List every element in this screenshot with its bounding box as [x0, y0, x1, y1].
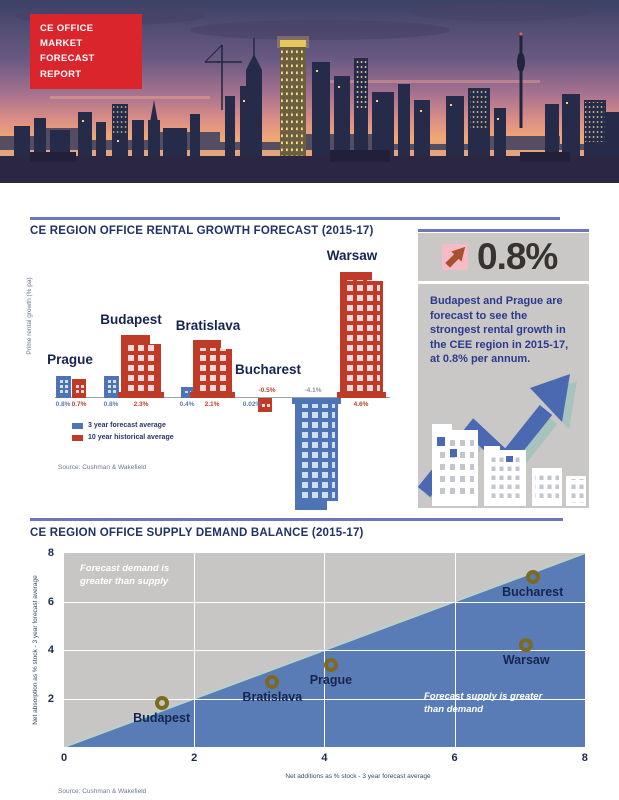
gridline-y-4	[64, 650, 585, 651]
gridline-x-6	[455, 553, 456, 747]
x-tick-0: 0	[60, 752, 68, 764]
roof-notch	[150, 335, 161, 344]
point-label-bucharest: Bucharest	[502, 585, 564, 600]
banner-line2: FORECAST REPORT	[40, 53, 95, 80]
legend-forecast: 3 year forecast average	[72, 422, 174, 429]
building-bucharest-historical	[258, 398, 272, 412]
point-label-warsaw: Warsaw	[502, 653, 550, 668]
building-base	[337, 392, 386, 398]
marker-warsaw	[519, 638, 534, 653]
bar-label-warsaw: Warsaw	[326, 248, 378, 263]
rental-chart-source: Source: Cushman & Wakefield	[58, 464, 147, 471]
y-tick-4: 4	[47, 644, 54, 656]
banner-line1: CE OFFICE MARKET	[40, 23, 94, 50]
section2-divider	[30, 518, 563, 521]
building-bratislava-historical	[190, 340, 235, 398]
x-tick-2: 2	[191, 752, 198, 764]
stat-row: 0.8%	[418, 233, 589, 284]
buildings-icon	[432, 424, 586, 506]
legend-swatch-historical	[72, 434, 83, 441]
headline-stat: 0.8%	[477, 236, 558, 277]
marker-budapest	[154, 696, 169, 711]
legend-label-forecast: 3 year forecast average	[88, 422, 166, 429]
marker-bucharest	[525, 570, 540, 585]
x-tick-4: 4	[321, 752, 328, 764]
building-base	[292, 398, 341, 404]
bar-value: 0.02%	[242, 401, 262, 408]
bar-label-prague: Prague	[47, 352, 93, 367]
x-tick-6: 6	[451, 752, 458, 764]
bar-value: 2.3%	[133, 401, 149, 408]
roof-notch	[221, 340, 232, 349]
legend-swatch-forecast	[72, 422, 83, 429]
y-tick-6: 6	[47, 595, 54, 608]
bar-value: -4.1%	[304, 387, 322, 394]
section1-title: CE REGION OFFICE RENTAL GROWTH FORECAST …	[30, 225, 374, 237]
point-label-budapest: Budapest	[133, 711, 191, 726]
growth-arrow-buildings-graphic	[418, 374, 586, 506]
rental-growth-chart: Prime rental growth (% pa) 3 year foreca…	[0, 240, 619, 520]
legend-historical: 10 year historical average	[72, 434, 174, 441]
panel-top-line	[418, 229, 589, 232]
bar-label-bratislava: Bratislava	[175, 318, 241, 333]
y-tick-2: 2	[47, 692, 54, 705]
roof-notch	[372, 272, 383, 281]
skyline-photo	[0, 0, 619, 183]
y-tick-8: 8	[47, 547, 54, 559]
building-warsaw-historical	[337, 272, 386, 398]
rental-chart-y-axis-label: Prime rental growth (% pa)	[26, 277, 33, 355]
panel-text: Budapest and Prague are forecast to see …	[430, 295, 569, 366]
bar-label-bucharest: Bucharest	[234, 362, 302, 377]
gridline-y-6	[64, 602, 585, 603]
section1-divider	[30, 217, 560, 220]
bar-value: 4.6%	[353, 401, 369, 408]
bar-value: 0.8%	[55, 401, 71, 408]
rental-legend: 3 year forecast average 10 year historica…	[72, 422, 174, 446]
building-base	[190, 392, 235, 398]
demand-annotation: Forecast demand is greater than supply	[80, 563, 170, 587]
supply-annotation: Forecast supply is greater than demand	[424, 691, 543, 715]
marker-prague	[323, 657, 338, 672]
highlight-panel: 0.8% Budapest and Prague are forecast to…	[418, 226, 589, 508]
scatter-x-axis-label: Net additions as % stock - 3 year foreca…	[285, 773, 431, 780]
bar-value: 2.1%	[204, 401, 220, 408]
marker-bratislava	[265, 674, 280, 689]
section2-title: CE REGION OFFICE SUPPLY DEMAND BALANCE (…	[30, 527, 364, 539]
bar-label-budapest: Budapest	[100, 312, 162, 327]
point-label-bratislava: Bratislava	[242, 689, 303, 704]
legend-label-historical: 10 year historical average	[88, 434, 174, 441]
building-prague-historical	[72, 379, 86, 398]
panel-body: 0.8% Budapest and Prague are forecast to…	[418, 233, 589, 508]
building-prague-forecast	[56, 376, 71, 398]
bar-value: 0.7%	[71, 401, 87, 408]
scatter-source: Source: Cushman & Wakefield	[58, 788, 147, 795]
bar-value: 0.8%	[103, 401, 119, 408]
scatter-plot: Forecast demand is greater than supply F…	[64, 553, 585, 747]
building-base	[118, 392, 164, 398]
bar-value: 0.4%	[179, 401, 195, 408]
building-budapest-forecast	[104, 376, 119, 398]
x-tick-8: 8	[581, 752, 588, 764]
bar-value: -0.5%	[258, 387, 276, 394]
up-right-arrow-icon	[442, 244, 468, 270]
point-label-prague: Prague	[309, 672, 353, 687]
report-title-banner: CE OFFICE MARKET FORECAST REPORT	[30, 14, 142, 89]
building-budapest-historical	[118, 335, 164, 398]
roof-notch	[327, 501, 338, 510]
building-warsaw-forecast	[292, 398, 341, 510]
